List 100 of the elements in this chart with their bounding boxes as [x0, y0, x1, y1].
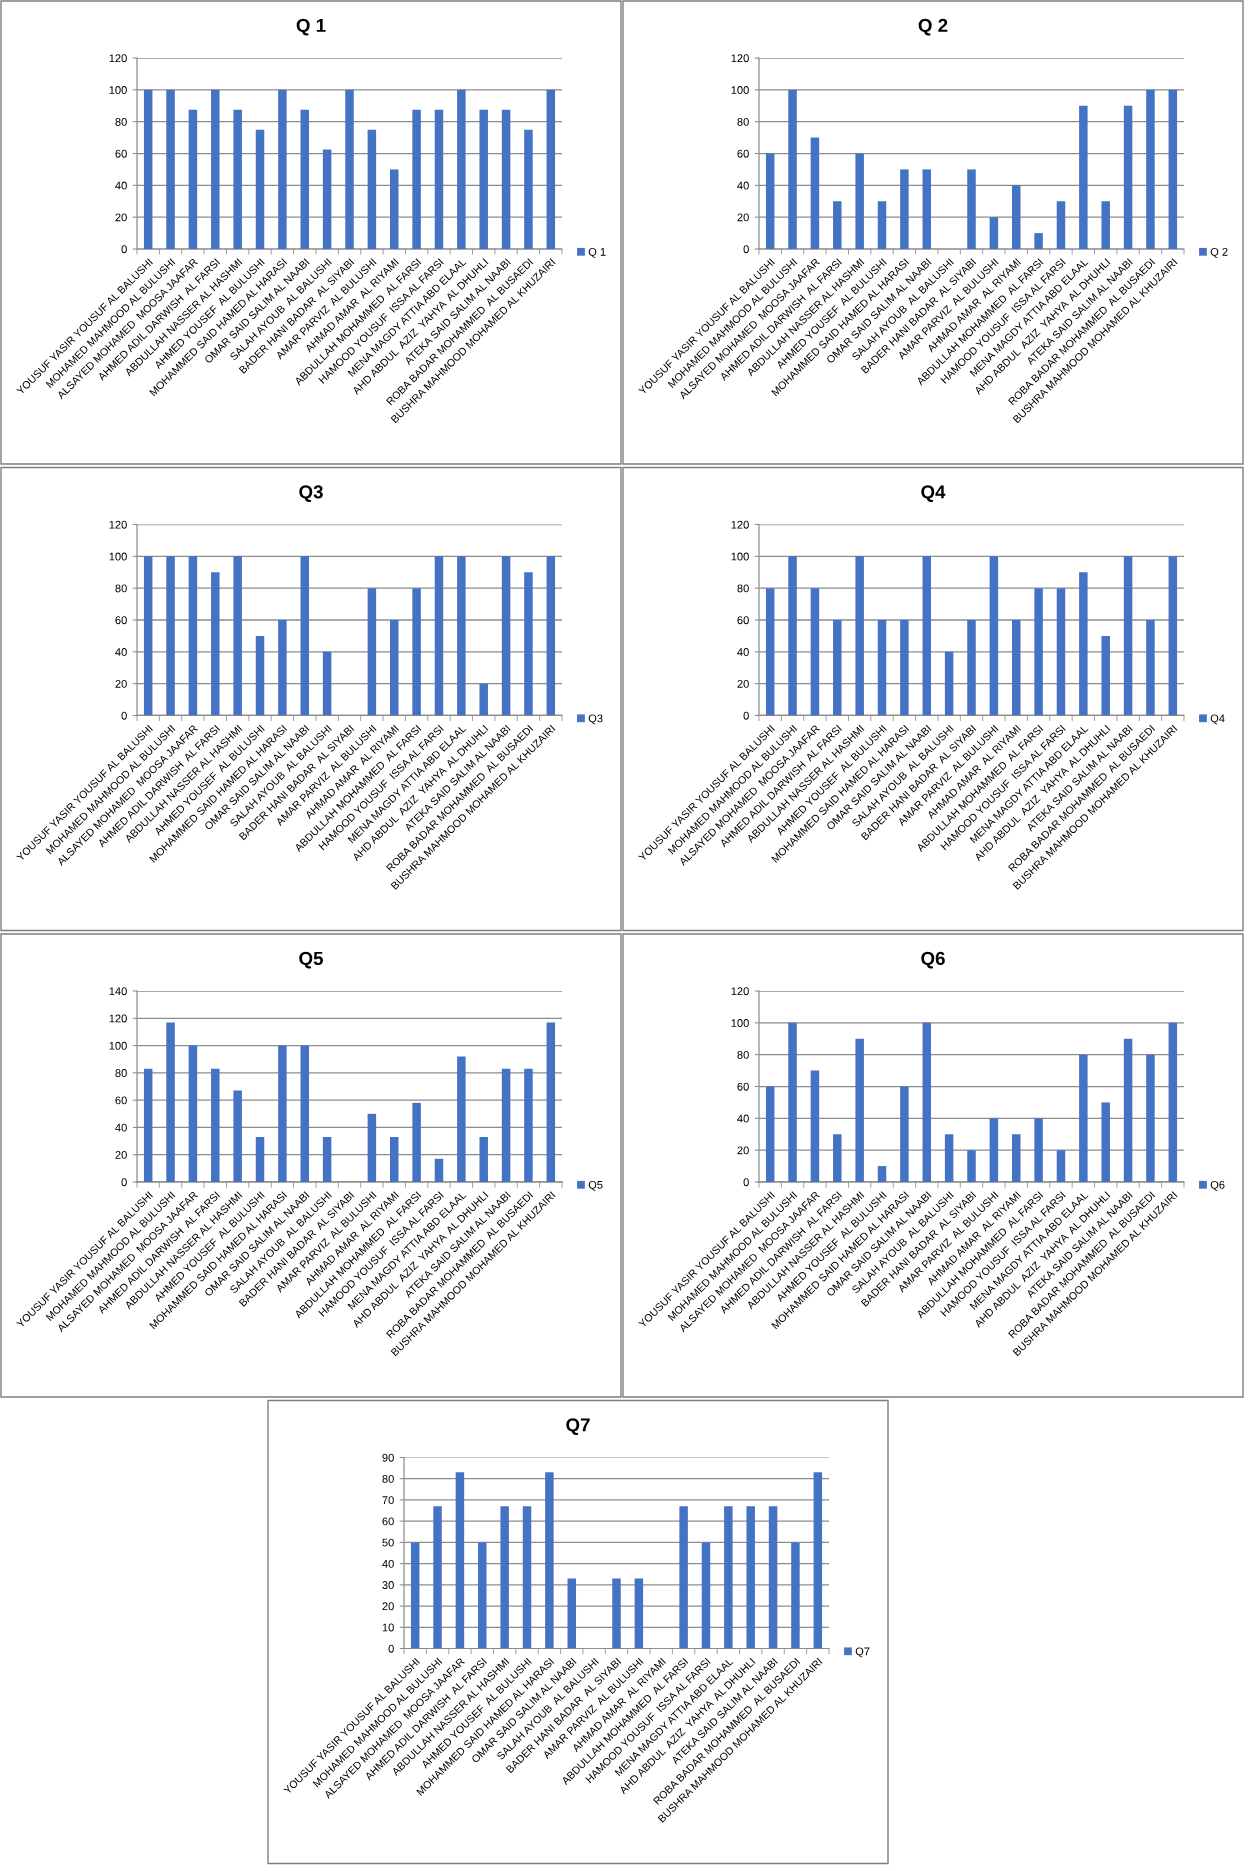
- bar: [233, 556, 242, 716]
- bar: [1168, 89, 1178, 249]
- legend-label: Q7: [855, 1647, 870, 1658]
- y-tick-label: 0: [743, 245, 749, 254]
- y-tick-label: 20: [737, 1146, 749, 1155]
- y-tick-label: 20: [115, 1150, 127, 1159]
- bar: [810, 137, 820, 249]
- bar: [479, 1136, 488, 1182]
- bar: [412, 109, 421, 249]
- y-tick-label: 80: [737, 1050, 749, 1059]
- bar: [367, 1113, 377, 1182]
- bar: [1123, 1038, 1133, 1182]
- bar: [810, 1070, 820, 1182]
- bar: [967, 1150, 976, 1182]
- bar: [1034, 1118, 1043, 1182]
- chart-title: Q 1: [296, 18, 326, 36]
- y-tick-label: 100: [731, 86, 749, 94]
- bar: [546, 556, 556, 716]
- bar: [546, 89, 556, 249]
- y-tick-label: 0: [121, 711, 127, 720]
- y-tick-label: 70: [382, 1496, 394, 1505]
- bar: [455, 1472, 465, 1649]
- y-tick-label: 90: [382, 1453, 394, 1462]
- bar: [479, 683, 488, 716]
- bar: [765, 588, 775, 716]
- y-tick-label: 0: [121, 245, 127, 254]
- bar: [143, 1068, 153, 1182]
- y-tick-label: 40: [737, 181, 749, 190]
- bar: [478, 1542, 487, 1649]
- y-tick-label: 100: [109, 1041, 127, 1050]
- y-tick-label: 120: [109, 54, 127, 63]
- bar: [900, 620, 909, 716]
- bar: [522, 1506, 532, 1649]
- bar: [1146, 620, 1155, 716]
- y-tick-label: 0: [743, 711, 749, 720]
- bar: [1056, 1150, 1066, 1182]
- bar: [967, 620, 976, 716]
- bar: [345, 89, 354, 249]
- bar: [877, 620, 887, 716]
- y-tick-label: 60: [737, 1082, 749, 1091]
- y-tick-label: 0: [388, 1644, 394, 1653]
- bar: [810, 588, 820, 716]
- y-tick-label: 80: [115, 117, 127, 126]
- y-tick-label: 120: [731, 54, 749, 63]
- bar: [922, 169, 932, 249]
- legend-label: Q6: [1210, 1180, 1225, 1191]
- bar: [1123, 105, 1133, 249]
- bar: [188, 556, 198, 716]
- y-tick-label: 100: [731, 552, 749, 561]
- bar: [410, 1542, 420, 1649]
- bar: [967, 169, 976, 249]
- legend-label: Q5: [588, 1180, 603, 1191]
- bar: [855, 1038, 864, 1182]
- chart-title: Q4: [921, 485, 946, 503]
- y-tick-label: 60: [737, 149, 749, 158]
- bar: [701, 1542, 711, 1649]
- bar: [143, 89, 153, 249]
- bar: [922, 1022, 932, 1182]
- y-tick-label: 40: [737, 1114, 749, 1123]
- bar: [989, 217, 999, 249]
- bar: [300, 556, 310, 716]
- bar: [855, 153, 864, 249]
- bar: [501, 1068, 511, 1182]
- bar: [724, 1506, 733, 1649]
- bar: [679, 1506, 688, 1649]
- bar: [322, 149, 332, 249]
- bar: [1056, 201, 1066, 249]
- legend-label: Q 2: [1210, 247, 1228, 258]
- bar: [833, 1134, 842, 1182]
- bar: [389, 620, 399, 716]
- bar: [434, 556, 444, 716]
- bar: [765, 153, 775, 249]
- y-tick-label: 40: [382, 1559, 394, 1568]
- y-tick-label: 0: [121, 1178, 127, 1187]
- bar: [1146, 1054, 1155, 1182]
- bar: [412, 588, 421, 716]
- y-tick-label: 60: [115, 616, 127, 625]
- bar: [278, 620, 287, 716]
- y-tick-label: 20: [115, 679, 127, 688]
- bar: [433, 1506, 442, 1649]
- y-tick-label: 120: [109, 520, 127, 529]
- legend-label: Q4: [1210, 714, 1225, 725]
- bar: [1056, 588, 1066, 716]
- bar: [389, 169, 399, 249]
- y-tick-label: 40: [115, 181, 127, 190]
- bar: [1079, 572, 1088, 716]
- bar: [768, 1506, 778, 1649]
- bar: [634, 1578, 644, 1649]
- bar: [788, 89, 797, 249]
- y-tick-label: 100: [109, 86, 127, 94]
- chart-title: Q6: [921, 951, 945, 969]
- y-tick-label: 40: [115, 1123, 127, 1132]
- bar: [233, 1090, 242, 1182]
- bar: [188, 1045, 198, 1182]
- bar: [989, 556, 999, 716]
- bar: [211, 572, 220, 716]
- bar: [501, 556, 511, 716]
- bar: [833, 620, 842, 716]
- y-tick-label: 60: [737, 616, 749, 625]
- bar: [788, 1022, 797, 1182]
